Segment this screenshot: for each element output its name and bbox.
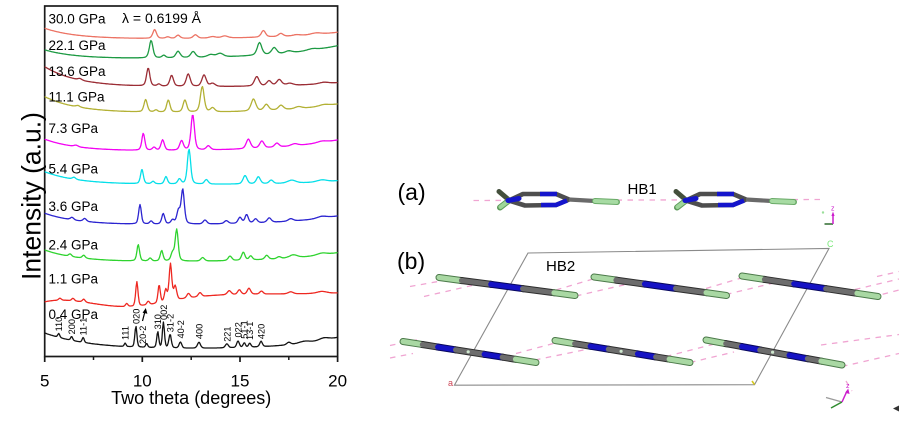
svg-text:11.1 GPa: 11.1 GPa bbox=[49, 89, 106, 104]
svg-text:10: 10 bbox=[133, 372, 152, 391]
svg-text:2.4 GPa: 2.4 GPa bbox=[49, 237, 99, 252]
svg-text:Two theta (degrees): Two theta (degrees) bbox=[111, 388, 271, 408]
svg-text:7.3 GPa: 7.3 GPa bbox=[49, 121, 99, 136]
svg-text:λ = 0.6199 Å: λ = 0.6199 Å bbox=[122, 10, 202, 26]
svg-text:5: 5 bbox=[40, 372, 49, 391]
svg-text:5.4 GPa: 5.4 GPa bbox=[49, 161, 99, 176]
svg-text:020: 020 bbox=[131, 309, 141, 324]
svg-text:13-1: 13-1 bbox=[245, 322, 255, 340]
svg-text:1.1 GPa: 1.1 GPa bbox=[49, 271, 99, 286]
svg-text:0.4 GPa: 0.4 GPa bbox=[49, 307, 99, 322]
svg-text:(a): (a) bbox=[398, 179, 426, 205]
svg-text:(b): (b) bbox=[397, 248, 425, 274]
svg-text:a: a bbox=[448, 378, 453, 388]
svg-text:HB1: HB1 bbox=[628, 181, 657, 198]
svg-text:111: 111 bbox=[121, 326, 131, 340]
svg-text:420: 420 bbox=[257, 324, 267, 339]
svg-text:15: 15 bbox=[231, 372, 250, 391]
svg-text:221: 221 bbox=[222, 326, 232, 341]
svg-text:310: 310 bbox=[153, 314, 163, 329]
svg-text:30.0 GPa: 30.0 GPa bbox=[49, 11, 107, 26]
svg-text:200: 200 bbox=[67, 319, 77, 334]
svg-text:C: C bbox=[827, 239, 834, 249]
svg-text:3.6 GPa: 3.6 GPa bbox=[49, 199, 99, 214]
svg-text:51-1: 51-1 bbox=[240, 320, 250, 338]
svg-text:40-2: 40-2 bbox=[176, 320, 186, 338]
svg-text:HB2: HB2 bbox=[546, 258, 575, 275]
svg-text:11-1: 11-1 bbox=[79, 318, 89, 336]
svg-text:022: 022 bbox=[233, 322, 243, 337]
svg-text:002: 002 bbox=[159, 305, 169, 320]
svg-text:22.1 GPa: 22.1 GPa bbox=[49, 38, 107, 53]
svg-text:31-2: 31-2 bbox=[166, 314, 176, 332]
svg-text:z: z bbox=[831, 206, 835, 213]
svg-text:110: 110 bbox=[54, 317, 64, 332]
svg-text:20-2: 20-2 bbox=[138, 326, 148, 344]
svg-text:z: z bbox=[846, 383, 850, 390]
svg-text:20: 20 bbox=[328, 372, 347, 391]
svg-text:Intensity (a.u.): Intensity (a.u.) bbox=[17, 112, 47, 280]
svg-text:13.6 GPa: 13.6 GPa bbox=[49, 64, 107, 79]
svg-text:400: 400 bbox=[194, 324, 204, 339]
